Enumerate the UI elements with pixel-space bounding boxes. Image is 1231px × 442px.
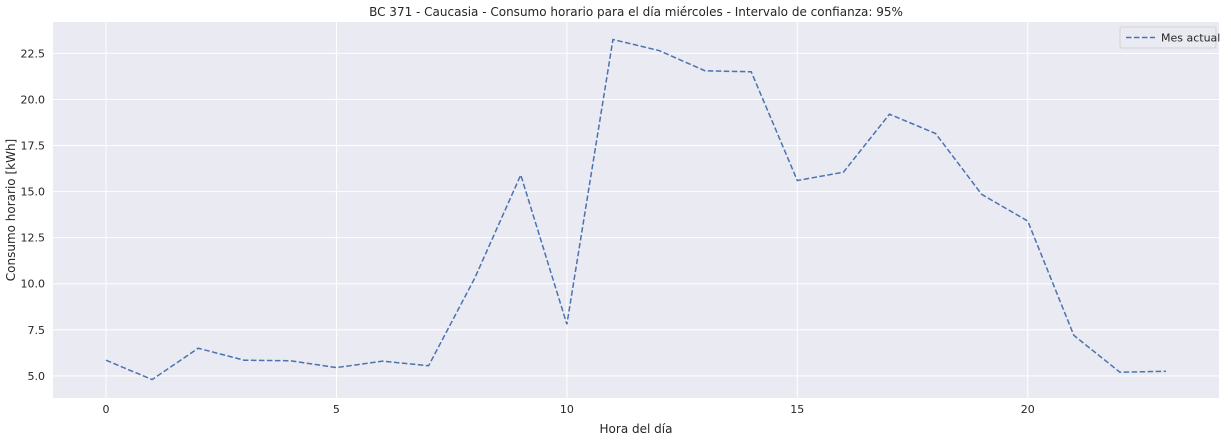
y-gridlines — [53, 52, 1219, 377]
x-gridlines — [105, 22, 1029, 398]
legend-label-mes-actual: Mes actual — [1161, 32, 1220, 45]
y-axis-label: Consumo horario [kWh] — [4, 139, 18, 281]
y-tick-label: 12.5 — [21, 232, 46, 245]
x-tick-label: 20 — [1021, 403, 1035, 416]
y-tick-label: 17.5 — [21, 139, 46, 152]
x-tick-label: 15 — [790, 403, 804, 416]
legend: Mes actual — [1119, 26, 1220, 49]
series-layer — [105, 38, 1167, 381]
y-tick-label: 10.0 — [21, 278, 46, 291]
y-tick-label: 7.5 — [28, 324, 46, 337]
x-tick-label: 0 — [103, 403, 110, 416]
x-tick-label: 5 — [333, 403, 340, 416]
x-tick-label: 10 — [560, 403, 574, 416]
legend-box — [1119, 26, 1217, 49]
y-tick-label: 15.0 — [21, 186, 46, 199]
plot-area — [53, 22, 1219, 398]
y-tick-label: 5.0 — [28, 370, 46, 383]
chart-title: BC 371 - Caucasia - Consumo horario para… — [369, 5, 903, 19]
series-line-mes-actual — [105, 38, 1167, 381]
y-tick-label: 20.0 — [21, 93, 46, 106]
x-tick-labels: 0 5 10 15 20 — [103, 403, 1035, 416]
y-tick-label: 22.5 — [21, 47, 46, 60]
y-tick-labels: 5.0 7.5 10.0 12.5 15.0 17.5 20.0 22.5 — [21, 47, 46, 383]
x-axis-label: Hora del día — [600, 422, 673, 436]
